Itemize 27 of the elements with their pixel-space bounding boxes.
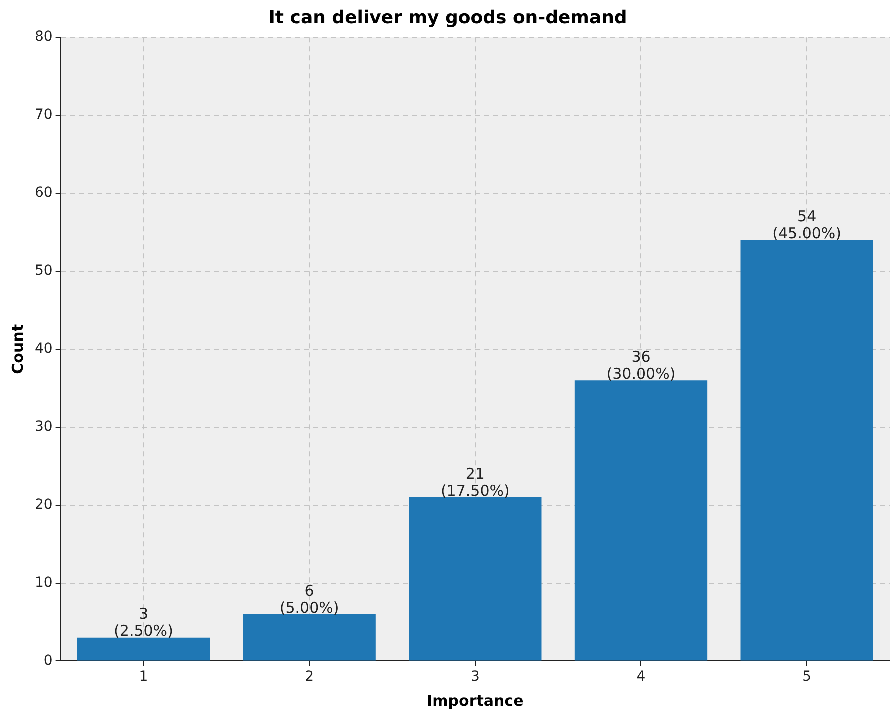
y-tick-label: 60 <box>34 185 53 202</box>
y-tick-label: 10 <box>34 574 53 591</box>
y-tick-label: 40 <box>34 341 53 358</box>
chart-title: It can deliver my goods on-demand <box>268 7 628 28</box>
x-axis-title: Importance <box>427 692 524 710</box>
x-tick-label: 2 <box>305 669 314 686</box>
y-tick-label: 80 <box>34 29 53 46</box>
bar <box>77 638 210 661</box>
y-tick-label: 30 <box>34 418 53 435</box>
data-label: 54 (45.00%) <box>772 208 842 243</box>
data-label: 36 (30.00%) <box>606 348 676 383</box>
x-tick-label: 5 <box>802 669 812 686</box>
x-tick-label: 3 <box>470 669 480 686</box>
y-tick-label: 20 <box>34 496 53 513</box>
data-label: 3 (2.50%) <box>114 605 174 640</box>
bar <box>409 498 542 661</box>
x-tick-label: 1 <box>139 669 148 686</box>
x-tick-label: 4 <box>636 669 646 686</box>
bar <box>740 240 874 661</box>
y-axis-title: Count <box>8 324 27 374</box>
bar <box>243 614 376 661</box>
bar <box>574 380 708 661</box>
y-tick-label: 0 <box>44 652 53 669</box>
data-label: 21 (17.50%) <box>440 464 510 500</box>
y-tick-label: 70 <box>34 107 53 124</box>
data-label: 6 (5.00%) <box>280 582 340 617</box>
y-tick-label: 50 <box>34 263 53 280</box>
